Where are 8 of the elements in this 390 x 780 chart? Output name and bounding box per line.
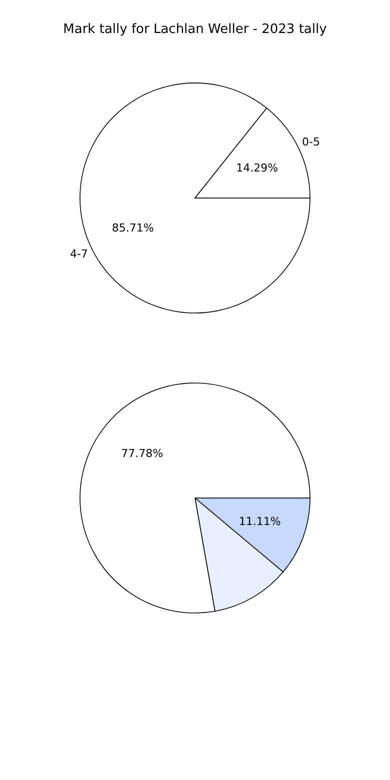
data-label: 85.71%: [112, 221, 154, 234]
data-label: 11.11%: [238, 515, 281, 528]
chart-title: Mark tally for Lachlan Weller - 2023 tally: [62, 21, 328, 39]
data-label: 14.29%: [236, 162, 278, 175]
slice-label: 4-7: [70, 247, 88, 260]
data-label: 77.78%: [121, 447, 164, 460]
slice-label: 0-5: [302, 136, 320, 149]
pie-slice: [80, 382, 310, 614]
